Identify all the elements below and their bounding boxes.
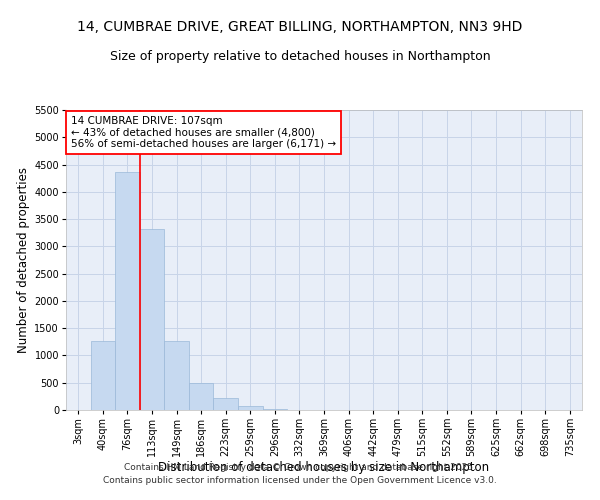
X-axis label: Distribution of detached houses by size in Northampton: Distribution of detached houses by size … xyxy=(158,460,490,473)
Bar xyxy=(164,340,189,410)
Bar xyxy=(91,340,115,410)
Text: 14, CUMBRAE DRIVE, GREAT BILLING, NORTHAMPTON, NN3 9HD: 14, CUMBRAE DRIVE, GREAT BILLING, NORTHA… xyxy=(77,20,523,34)
Bar xyxy=(115,172,140,410)
Y-axis label: Number of detached properties: Number of detached properties xyxy=(17,167,30,353)
Text: Contains HM Land Registry data © Crown copyright and database right 2025.
Contai: Contains HM Land Registry data © Crown c… xyxy=(103,464,497,485)
Text: 14 CUMBRAE DRIVE: 107sqm
← 43% of detached houses are smaller (4,800)
56% of sem: 14 CUMBRAE DRIVE: 107sqm ← 43% of detach… xyxy=(71,116,336,149)
Bar xyxy=(263,408,287,410)
Bar xyxy=(238,406,263,410)
Bar xyxy=(140,229,164,410)
Bar xyxy=(189,382,214,410)
Text: Size of property relative to detached houses in Northampton: Size of property relative to detached ho… xyxy=(110,50,490,63)
Bar xyxy=(214,398,238,410)
